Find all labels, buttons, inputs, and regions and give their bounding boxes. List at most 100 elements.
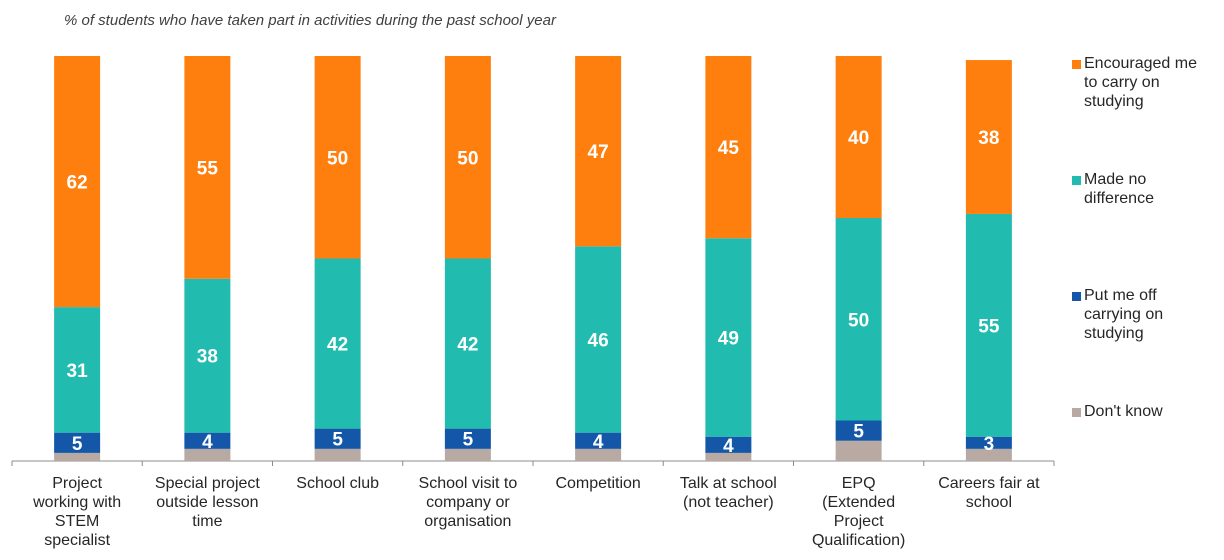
- bar-segment: [965, 213, 1012, 437]
- bar-segment: [575, 246, 622, 433]
- legend-label-line: Put me off: [1084, 287, 1157, 304]
- x-tick-label-line: Talk at school: [679, 475, 777, 492]
- data-label: 47: [588, 142, 609, 163]
- legend-swatch: [1072, 408, 1081, 417]
- data-label: 46: [588, 331, 609, 352]
- x-tick-label-line: School visit to: [418, 475, 518, 492]
- data-label: 5: [463, 430, 474, 451]
- bar-segment: [314, 448, 361, 461]
- bar-segment: [835, 56, 882, 218]
- bar-segment: [314, 56, 361, 259]
- legend-label: Encouraged me to carry on studying: [1084, 54, 1224, 111]
- x-tick-label: Careers fair at school: [925, 474, 1053, 512]
- bar-segment: [965, 436, 1012, 449]
- legend-label-line: studying: [1084, 325, 1144, 342]
- bar-segment: [444, 448, 491, 461]
- bar-segment: [444, 56, 491, 259]
- x-tick-label-line: School club: [296, 475, 379, 492]
- bar-segment: [575, 432, 622, 449]
- bar-segment: [705, 436, 752, 453]
- data-label: 42: [327, 335, 348, 356]
- x-tick-label: School club: [274, 474, 402, 493]
- data-label: 38: [978, 128, 999, 149]
- x-tick-label-line: EPQ: [841, 475, 876, 492]
- data-label: 49: [718, 328, 739, 349]
- x-tick-label: Special project outside lesson time: [143, 474, 271, 531]
- bar-segment: [965, 448, 1012, 461]
- legend-item: Put me off carrying on studying: [1072, 286, 1224, 343]
- legend-label: Put me off carrying on studying: [1084, 286, 1224, 343]
- legend-label-line: to carry on: [1084, 74, 1160, 91]
- legend-label: Made no difference: [1084, 170, 1224, 208]
- legend-swatch: [1072, 292, 1081, 301]
- bar-segment: [54, 56, 101, 308]
- bar-segment: [705, 238, 752, 437]
- x-tick-label-line: school: [965, 494, 1012, 511]
- data-label: 5: [72, 434, 83, 455]
- bar-segment: [184, 278, 231, 433]
- x-tick-label-line: Project: [52, 475, 103, 492]
- data-label: 31: [67, 361, 89, 382]
- bar-segment: [54, 432, 101, 453]
- x-tick-label-line: specialist: [44, 532, 111, 549]
- bar-segment: [314, 258, 361, 429]
- bar-segment: [835, 420, 882, 441]
- bar-segment: [54, 307, 101, 433]
- legend-item: Made no difference: [1072, 170, 1224, 208]
- bar-segment: [184, 432, 231, 449]
- x-tick-label: EPQ (Extended Project Qualification): [795, 474, 923, 550]
- bar-segment: [444, 258, 491, 429]
- legend-label-line: Encouraged me: [1084, 55, 1197, 72]
- legend-label-line: studying: [1084, 93, 1144, 110]
- data-label: 45: [718, 138, 740, 159]
- data-label: 5: [332, 430, 343, 451]
- bar-segment: [184, 448, 231, 461]
- x-tick-label-line: organisation: [424, 513, 512, 530]
- legend-label: Don't know: [1084, 402, 1224, 421]
- data-label: 62: [67, 173, 88, 194]
- legend-swatch: [1072, 60, 1081, 69]
- data-label: 55: [978, 316, 1000, 337]
- data-label: 4: [593, 432, 604, 453]
- x-tick-label-line: STEM: [54, 513, 100, 530]
- legend-label-line: Don't know: [1084, 403, 1163, 420]
- bar-segment: [705, 56, 752, 239]
- x-tick-label: School visit to company or organisation: [404, 474, 532, 531]
- data-label: 42: [457, 335, 478, 356]
- x-tick-label-line: Special project: [154, 475, 260, 492]
- x-tick-label-line: company or: [426, 494, 510, 511]
- bar-segment: [965, 60, 1012, 214]
- legend-label-line: Made no: [1084, 171, 1147, 188]
- x-tick-label-line: outside lesson: [156, 494, 259, 511]
- x-tick-label: Competition: [534, 474, 662, 493]
- bar-segment: [444, 428, 491, 449]
- x-tick-label-line: Qualification): [811, 532, 906, 549]
- bar-segment: [835, 440, 882, 461]
- chart-title: % of students who have taken part in act…: [64, 12, 556, 29]
- x-tick-label: Project working with STEM specialist: [13, 474, 141, 550]
- bar-segment: [54, 452, 101, 461]
- data-label: 3: [984, 434, 995, 455]
- x-tick-label-line: (not teacher): [683, 494, 774, 511]
- legend-swatch: [1072, 176, 1081, 185]
- bar-segment: [575, 56, 622, 247]
- x-tick-label-line: Competition: [555, 475, 641, 492]
- x-tick-label-line: Project: [833, 513, 884, 530]
- legend-item: Don't know: [1072, 402, 1224, 421]
- x-tick-label: Talk at school (not teacher): [664, 474, 792, 512]
- data-label: 50: [457, 148, 478, 169]
- legend-item: Encouraged me to carry on studying: [1072, 54, 1224, 111]
- x-tick-label-line: Careers fair at: [938, 475, 1040, 492]
- data-label: 50: [327, 148, 348, 169]
- data-label: 4: [202, 432, 213, 453]
- bar-segment: [184, 56, 231, 279]
- data-label: 55: [197, 158, 219, 179]
- data-label: 4: [723, 436, 734, 457]
- legend-label-line: difference: [1084, 190, 1154, 207]
- legend-label-line: carrying on: [1084, 306, 1164, 323]
- data-label: 5: [853, 422, 864, 443]
- bar-segment: [575, 448, 622, 461]
- x-tick-label-line: time: [192, 513, 223, 530]
- bar-segment: [314, 428, 361, 449]
